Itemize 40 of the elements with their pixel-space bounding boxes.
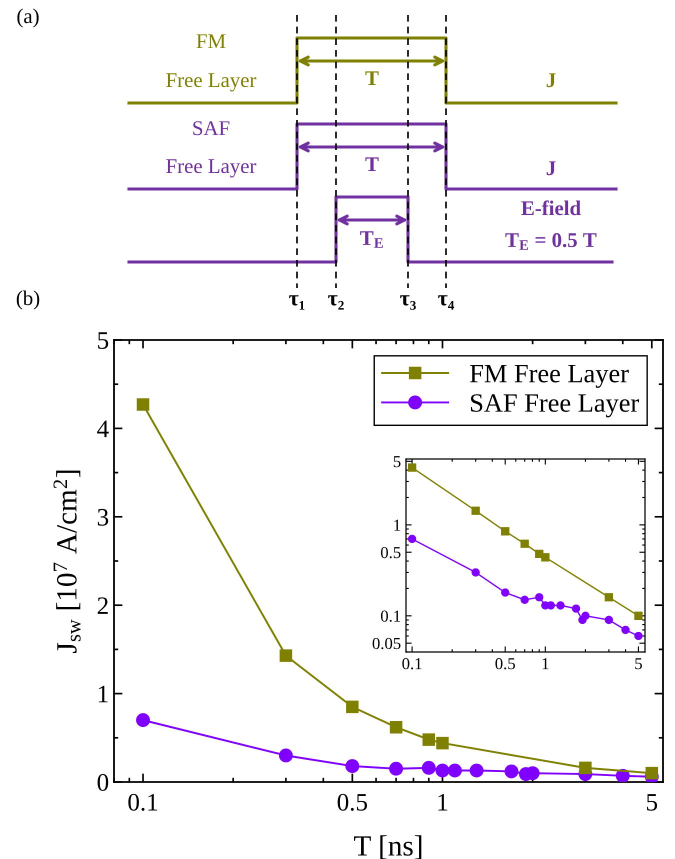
text: τ₂ <box>328 295 344 310</box>
text: τ₄ <box>438 295 454 310</box>
text: Free Layer <box>166 159 256 178</box>
x-tick-label: 0.5 <box>338 794 367 811</box>
y-tick-label: 3 <box>98 508 108 526</box>
x-tick-label: 0.1 <box>402 658 422 670</box>
x-axis-title: T [ns] <box>354 835 422 859</box>
y-tick-label: 0.1 <box>380 610 400 622</box>
y-tick-label: 2 <box>98 597 108 614</box>
text: T <box>365 157 379 172</box>
x-tick-label: 1 <box>438 794 448 810</box>
y-axis-title: J$_{sw}$ [10$^{7}$ A/cm$^{2}$] <box>53 470 81 653</box>
y-tick-label: 5 <box>394 456 400 468</box>
x-tick-label: 5 <box>635 658 642 670</box>
text: J <box>546 73 556 88</box>
legend-label: FM Free Layer <box>470 364 629 388</box>
text: J <box>546 161 556 176</box>
x-tick-label: 0.5 <box>495 658 515 670</box>
y-tick-label: 5 <box>98 332 108 349</box>
text: SAF <box>193 121 230 136</box>
text: FM <box>196 34 226 48</box>
x-tick-label: 5 <box>646 794 658 811</box>
y-tick-label: 0.5 <box>380 546 400 558</box>
text: τ₃ <box>400 295 416 310</box>
text: T$_{E}$ = 0.5 T <box>505 233 596 250</box>
y-tick-label: 1 <box>394 520 400 531</box>
text: (a) <box>17 8 39 28</box>
text: Free Layer <box>166 73 256 92</box>
x-tick-label: 1 <box>542 658 548 670</box>
y-tick-label: 1 <box>98 686 108 702</box>
y-tick-label: 4 <box>97 420 109 438</box>
text: τ₁ <box>289 295 304 310</box>
text: (b) <box>16 290 40 310</box>
y-tick-label: 0.05 <box>372 638 400 650</box>
text: T <box>365 71 379 86</box>
x-tick-label: 0.1 <box>128 794 158 811</box>
text: T$_{E}$ <box>360 231 383 248</box>
legend-label: SAF Free Layer <box>470 394 640 418</box>
y-tick-label: 0 <box>98 774 108 791</box>
text: E-field <box>521 200 581 216</box>
